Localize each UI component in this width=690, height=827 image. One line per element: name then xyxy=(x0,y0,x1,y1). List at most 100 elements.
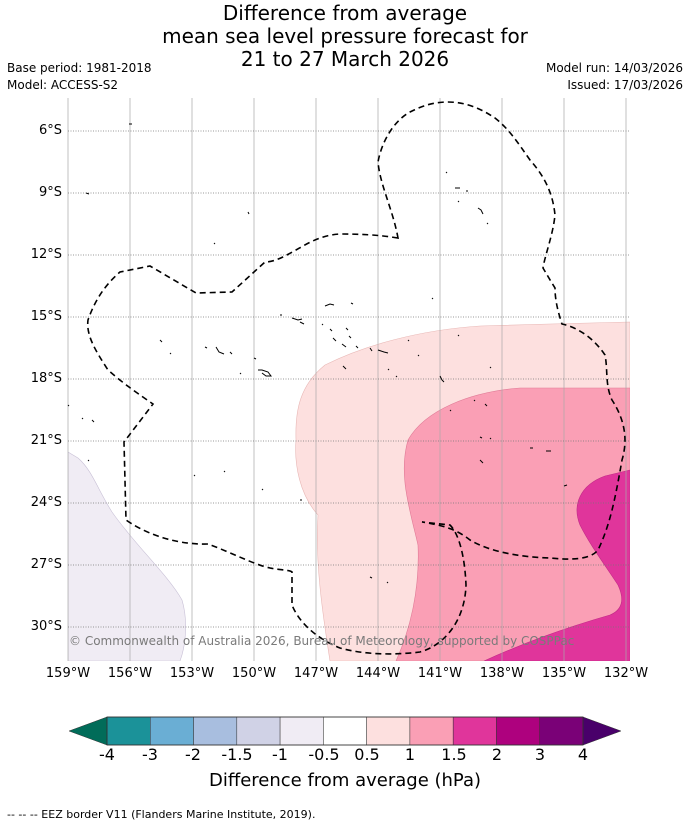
island xyxy=(291,317,303,321)
colorbar-swatch xyxy=(452,716,497,746)
lon-label-147w: 147°W xyxy=(293,666,339,681)
island xyxy=(386,581,389,584)
issued-date: Issued: 17/03/2026 xyxy=(567,78,683,92)
lon-label-156w: 156°W xyxy=(107,666,153,681)
islands xyxy=(67,123,568,584)
island xyxy=(239,372,242,375)
colorbar-swatch xyxy=(323,716,367,746)
lon-label-144w: 144°W xyxy=(355,666,401,681)
lon-label-150w: 150°W xyxy=(231,666,277,681)
lon-label-159w: 159°W xyxy=(45,666,91,681)
island xyxy=(377,349,389,354)
title-line-3: 21 to 27 March 2026 xyxy=(240,47,450,71)
lat-label-24s: 24°S xyxy=(30,495,62,510)
lat-label-12s: 12°S xyxy=(30,247,62,262)
island xyxy=(445,171,448,174)
island xyxy=(223,470,226,473)
base-period: Base period: 1981-2018 xyxy=(7,61,152,75)
lat-label-9s: 9°S xyxy=(38,185,62,200)
title-line-2: mean sea level pressure forecast for xyxy=(162,24,528,48)
island xyxy=(486,222,489,225)
plot-area xyxy=(68,98,630,661)
colorbar-tick-label: 1 xyxy=(404,745,416,764)
island xyxy=(67,404,70,407)
colorbar-tick-label: 4 xyxy=(577,745,589,764)
lon-label-138w: 138°W xyxy=(479,666,525,681)
graticule xyxy=(67,98,627,661)
colorbar-over-arrow xyxy=(582,716,622,746)
island xyxy=(324,303,335,307)
island xyxy=(258,369,272,377)
island xyxy=(204,346,208,349)
colorbar-under-arrow xyxy=(68,716,108,746)
island xyxy=(87,459,90,462)
lon-label-141w: 141°W xyxy=(417,666,463,681)
island xyxy=(341,343,347,348)
anomaly-region-1-5 xyxy=(483,469,630,661)
island xyxy=(229,351,233,355)
island xyxy=(479,459,484,464)
meta-left: Base period: 1981-2018 Model: ACCESS-S2 xyxy=(7,60,152,94)
island xyxy=(355,345,359,349)
island xyxy=(332,337,337,342)
island xyxy=(350,302,354,305)
island xyxy=(477,207,484,215)
eez-border xyxy=(86,101,626,655)
colorbar-swatch xyxy=(150,716,194,746)
colorbar-swatch xyxy=(409,716,454,746)
island xyxy=(342,365,347,370)
island xyxy=(193,474,196,477)
colorbar-tick-label: -4 xyxy=(99,745,115,764)
colorbar-swatch xyxy=(279,716,324,746)
colorbar-tick-label: -1 xyxy=(272,745,288,764)
colorbar xyxy=(68,716,622,746)
island xyxy=(213,242,216,245)
lon-label-135w: 135°W xyxy=(541,666,587,681)
colorbar-title: Difference from average (hPa) xyxy=(208,770,482,791)
island xyxy=(479,436,483,439)
lat-label-21s: 21°S xyxy=(30,433,62,448)
island xyxy=(457,200,460,203)
island xyxy=(81,417,84,420)
colorbar-tick-label: 1.5 xyxy=(441,745,467,764)
copyright-notice: © Commonwealth of Australia 2026, Bureau… xyxy=(69,634,575,648)
model-name: Model: ACCESS-S2 xyxy=(7,78,119,92)
colorbar-swatch xyxy=(496,716,540,746)
island xyxy=(489,366,492,369)
colorbar-tick-label: -0.5 xyxy=(308,745,340,764)
island xyxy=(261,488,264,491)
title-line-1: Difference from average xyxy=(222,1,468,25)
model-run: Model run: 14/03/2026 xyxy=(545,61,683,75)
lat-label-6s: 6°S xyxy=(38,123,62,138)
island xyxy=(439,375,445,383)
island xyxy=(85,192,90,195)
island xyxy=(299,321,305,325)
colorbar-tick-label: -3 xyxy=(142,745,158,764)
island xyxy=(431,297,434,300)
meta-right: Model run: 14/03/2026 Issued: 17/03/2026 xyxy=(546,60,683,94)
parallels xyxy=(68,130,630,628)
colorbar-swatch xyxy=(193,716,238,746)
island xyxy=(407,339,410,342)
island xyxy=(417,354,420,357)
lat-label-30s: 30°S xyxy=(30,619,62,634)
island xyxy=(395,375,398,378)
island xyxy=(253,357,257,360)
anomaly-region-1 xyxy=(395,387,630,661)
island xyxy=(484,403,488,407)
colorbar-swatch xyxy=(106,716,151,746)
island xyxy=(215,346,225,355)
island xyxy=(321,323,324,326)
island xyxy=(345,327,349,331)
island xyxy=(329,328,333,332)
island xyxy=(169,352,172,355)
island xyxy=(387,368,390,371)
island xyxy=(489,437,492,440)
island xyxy=(91,419,95,423)
colorbar-swatch xyxy=(366,716,411,746)
island xyxy=(369,576,373,579)
island xyxy=(348,335,352,339)
colorbar-tick-label: 0.5 xyxy=(354,745,380,764)
footnote: -- -- -- EEZ border V11 (Flanders Marine… xyxy=(7,808,316,821)
